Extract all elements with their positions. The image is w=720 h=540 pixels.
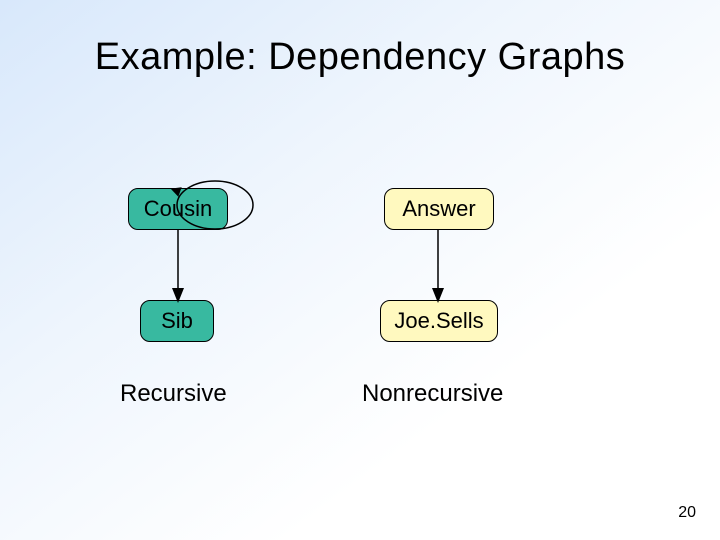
edges-overlay: [0, 0, 720, 540]
label-recursive: Recursive: [120, 380, 227, 408]
node-cousin-label: Cousin: [144, 196, 212, 222]
page-number: 20: [678, 504, 696, 522]
node-cousin: Cousin: [128, 188, 228, 230]
node-sib: Sib: [140, 300, 214, 342]
slide-title: Example: Dependency Graphs: [0, 36, 720, 79]
node-answer: Answer: [384, 188, 494, 230]
node-sib-label: Sib: [161, 308, 193, 334]
node-joesells: Joe.Sells: [380, 300, 498, 342]
label-nonrecursive: Nonrecursive: [362, 380, 503, 408]
node-joesells-label: Joe.Sells: [394, 308, 483, 334]
node-answer-label: Answer: [402, 196, 475, 222]
